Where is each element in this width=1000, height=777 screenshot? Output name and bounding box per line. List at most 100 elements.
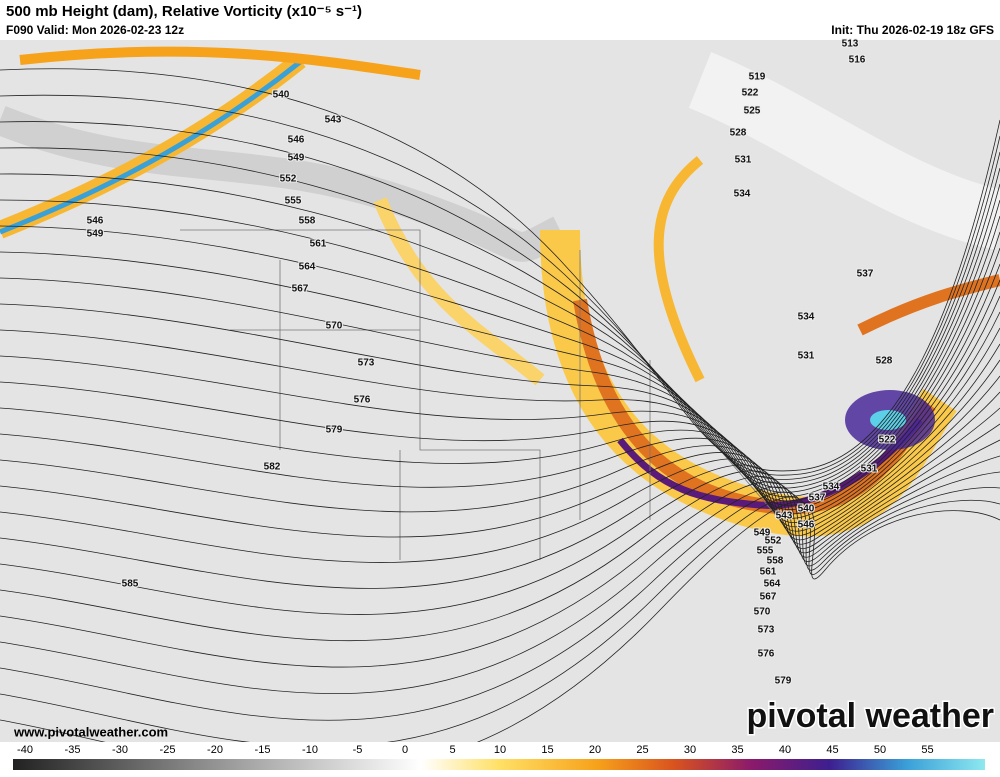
contour-label: 531	[735, 155, 752, 166]
vorticity-core	[0, 60, 302, 235]
shading	[0, 106, 567, 262]
contour-label: 549	[87, 229, 104, 240]
contour-label: 522	[742, 88, 759, 99]
contour-label: 534	[734, 189, 751, 200]
colorbar-label: -15	[255, 744, 271, 756]
vorticity-band	[19, 46, 421, 80]
contour-label: 582	[264, 462, 281, 473]
colorbar-label: 35	[731, 744, 743, 756]
contour-label: 528	[876, 356, 893, 367]
contour-label: 552	[765, 536, 782, 547]
contour-line	[0, 471, 1000, 694]
contour-line	[0, 173, 1000, 489]
vorticity-band	[857, 274, 1000, 336]
colorbar-label: 5	[449, 744, 455, 756]
contour-label: 534	[798, 312, 815, 323]
contour-line	[0, 423, 1000, 615]
contour-label: 546	[288, 135, 305, 146]
contour-line	[0, 94, 1000, 476]
colorbar-labels: -40 -35 -30 -25 -20 -15 -10 -5 0 5 10 15 20 25 30 35 40 4…	[17, 744, 934, 756]
contour-label: 537	[857, 269, 874, 280]
contour-label: 546	[798, 520, 815, 531]
contour-line	[0, 439, 1000, 642]
contour-line	[0, 455, 1000, 668]
contour-label: 525	[744, 106, 761, 117]
contour-line	[0, 121, 1000, 480]
contour-label: 540	[273, 90, 290, 101]
header-bg	[0, 0, 1000, 40]
contour-label: 585	[122, 579, 139, 590]
contour-label: 537	[809, 493, 826, 504]
colorbar-label: -5	[353, 744, 363, 756]
contour-label: 561	[760, 567, 777, 578]
watermark: pivotal weather	[746, 697, 994, 735]
contour-label: 561	[310, 239, 327, 250]
contour-label: 579	[775, 676, 792, 687]
contour-label: 555	[285, 196, 302, 207]
contour-line	[0, 215, 1000, 498]
contour-label: 567	[760, 592, 777, 603]
contour-label: 564	[764, 579, 781, 590]
contour-line	[0, 487, 1000, 721]
contour-label: 534	[823, 482, 840, 493]
colorbar-label: -30	[112, 744, 128, 756]
contour-label: 531	[861, 464, 878, 475]
colorbar-label: 15	[541, 744, 553, 756]
contour-line	[0, 231, 1000, 502]
contour-label: 513	[842, 39, 859, 50]
contour-label: 570	[754, 607, 771, 618]
contour-line	[0, 311, 1000, 524]
contour-label: 519	[749, 72, 766, 83]
contour-label: 549	[288, 153, 305, 164]
contour-line	[0, 359, 1000, 536]
contour-label: 573	[758, 625, 775, 636]
site-url: www.pivotalweather.com	[13, 724, 168, 739]
colorbar-label: -40	[17, 744, 33, 756]
contour-label: 570	[326, 321, 343, 332]
colorbar-label: 25	[636, 744, 648, 756]
contour-label: 549	[754, 528, 771, 539]
contour-label: 558	[299, 216, 316, 227]
contour-line	[0, 407, 1000, 589]
colorbar-label: -25	[160, 744, 176, 756]
colorbar-label: 0	[402, 744, 408, 756]
shading	[688, 52, 1000, 250]
contour-label: 522	[879, 435, 896, 446]
contour-line	[0, 247, 1000, 506]
contour-label: 576	[354, 395, 371, 406]
contour-label: 528	[730, 128, 747, 139]
contour-label: 546	[87, 216, 104, 227]
contour-line	[0, 279, 1000, 515]
colorbar-label: -10	[302, 744, 318, 756]
contour-label: 540	[798, 504, 815, 515]
vorticity-band	[653, 156, 705, 383]
contour-line	[0, 375, 1000, 541]
colorbar-label: 45	[826, 744, 838, 756]
contour-label: 555	[757, 546, 774, 557]
colorbar-label: -20	[207, 744, 223, 756]
init-time: Init: Thu 2026-02-19 18z GFS	[831, 23, 994, 37]
colorbar-label: 20	[589, 744, 601, 756]
contour-label: 564	[299, 262, 316, 273]
vorticity-band	[373, 197, 545, 386]
contour-label: 567	[292, 284, 309, 295]
contour-label: 573	[358, 358, 375, 369]
contour-label: 558	[767, 556, 784, 567]
contour-line	[0, 343, 1000, 532]
colorbar-label: 10	[494, 744, 506, 756]
colorbar	[13, 759, 985, 770]
contour-line	[0, 295, 1000, 519]
contour-label: 543	[776, 511, 793, 522]
contour-label: 531	[798, 351, 815, 362]
title: 500 mb Height (dam), Relative Vorticity …	[6, 3, 362, 20]
colorbar-label: -35	[65, 744, 81, 756]
contour-label: 543	[325, 115, 342, 126]
contour-label: 516	[849, 55, 866, 66]
colorbar-label: 50	[874, 744, 886, 756]
colorbar-label: 30	[684, 744, 696, 756]
contour-line	[0, 68, 1000, 472]
contour-line	[0, 327, 1000, 528]
